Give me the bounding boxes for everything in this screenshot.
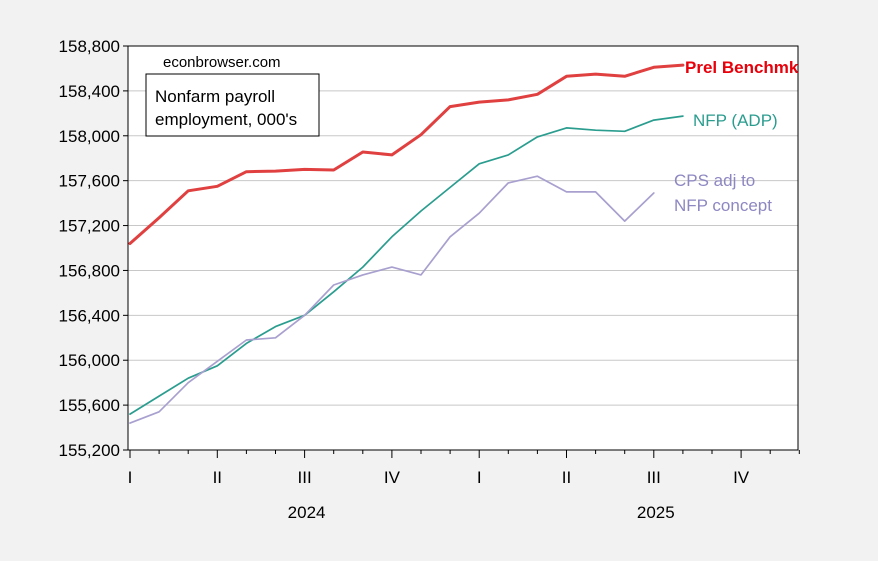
y-axis: 155,200 155,600 156,000 156,400 156,800 157,2… — [59, 37, 128, 460]
y-tick-label: 158,000 — [59, 127, 120, 146]
series-lines — [128, 63, 685, 424]
y-tick-label: 158,400 — [59, 82, 120, 101]
series-label-cps-line-1: CPS adj to — [674, 171, 755, 190]
watermark: econbrowser.com — [163, 54, 281, 71]
y-tick-label: 157,600 — [59, 172, 120, 191]
x-tick-label: II — [213, 468, 222, 487]
y-tick-label: 156,400 — [59, 306, 120, 325]
x-tick-label: IV — [733, 468, 750, 487]
y-tick-label: 155,600 — [59, 396, 120, 415]
title-line-2: employment, 000's — [155, 110, 297, 129]
series-label-cps-line-2: NFP concept — [674, 196, 772, 215]
title-line-1: Nonfarm payroll — [155, 87, 275, 106]
x-tick-label: IV — [384, 468, 401, 487]
title-box — [145, 73, 320, 137]
x-tick-label: III — [647, 468, 661, 487]
series-line-cps-adj-to-nfp-concept — [129, 175, 655, 424]
series-line-nfp-adp — [129, 115, 684, 415]
y-tick-label: 156,000 — [59, 351, 120, 370]
year-label: 2025 — [637, 503, 675, 522]
x-tick-label: I — [128, 468, 133, 487]
x-tick-label: I — [477, 468, 482, 487]
series-line-prel-benchmk — [128, 63, 685, 245]
plot-frame — [127, 45, 799, 451]
y-tick-label: 156,800 — [59, 261, 120, 280]
y-tick-label: 158,800 — [59, 37, 120, 56]
series-label-prel-benchmk: Prel Benchmk — [685, 58, 799, 77]
y-tick-label: 155,200 — [59, 441, 120, 460]
y-tick-label: 157,200 — [59, 217, 120, 236]
year-label: 2024 — [288, 503, 326, 522]
x-tick-label: III — [298, 468, 312, 487]
series-label-nfp-adp: NFP (ADP) — [693, 111, 778, 130]
x-tick-label: II — [562, 468, 571, 487]
